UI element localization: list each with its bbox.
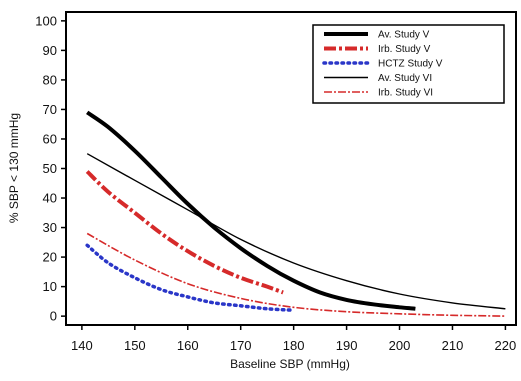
- legend-label-irb-study-v: Irb. Study V: [378, 44, 431, 55]
- series-line-hctz-study-v: [85, 243, 296, 312]
- series-line-irb-study-vi: [86, 232, 506, 317]
- y-tick-label: 100: [35, 13, 57, 28]
- x-tick-label: 140: [71, 338, 93, 353]
- legend-label-hctz-study-v: HCTZ Study V: [378, 59, 443, 70]
- series-line-av-study-v: [86, 110, 416, 311]
- x-tick-label: 180: [283, 338, 305, 353]
- x-axis-ticks: 140 150 160 170 180 190 200 210 220: [71, 325, 516, 353]
- x-axis-title: Baseline SBP (mmHg): [230, 357, 350, 371]
- x-tick-label: 220: [495, 338, 517, 353]
- x-tick-label: 170: [230, 338, 252, 353]
- legend-label-av-study-vi: Av. Study VI: [378, 73, 432, 84]
- series-layer: [85, 110, 506, 317]
- y-tick-label: 60: [43, 131, 57, 146]
- y-tick-label: 20: [43, 250, 57, 265]
- y-axis-ticks: 0 10 20 30 40 50 60 70 80 90 100: [35, 13, 66, 324]
- legend-label-av-study-v: Av. Study V: [378, 30, 430, 41]
- y-tick-label: 0: [50, 309, 57, 324]
- y-tick-label: 10: [43, 279, 57, 294]
- y-tick-label: 90: [43, 43, 57, 58]
- series-line-av-study-vi: [86, 153, 506, 310]
- legend: Av. Study V Irb. Study V HCTZ Study V Av. S…: [312, 24, 505, 104]
- legend-label-irb-study-vi: Irb. Study VI: [378, 88, 433, 99]
- x-tick-label: 190: [336, 338, 358, 353]
- y-tick-label: 40: [43, 191, 57, 206]
- legend-items: Av. Study V Irb. Study V HCTZ Study V Av. S…: [322, 30, 443, 99]
- y-tick-label: 30: [43, 220, 57, 235]
- x-tick-label: 160: [177, 338, 199, 353]
- x-tick-label: 150: [124, 338, 146, 353]
- y-tick-label: 50: [43, 161, 57, 176]
- y-tick-label: 70: [43, 102, 57, 117]
- y-tick-label: 80: [43, 72, 57, 87]
- y-axis-title: % SBP < 130 mmHg: [7, 113, 21, 223]
- series-line-irb-study-v: [85, 170, 284, 295]
- x-tick-label: 200: [389, 338, 411, 353]
- x-tick-label: 210: [442, 338, 464, 353]
